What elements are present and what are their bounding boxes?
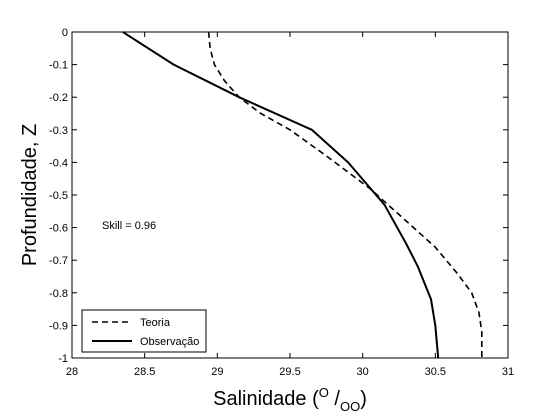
x-tick-label: 29.5: [279, 366, 300, 378]
series-line-observacao: [122, 31, 440, 359]
x-axis-ticks: 28 28.5 29 29.5 30 30.5 31: [66, 32, 514, 378]
plot-area: [71, 31, 509, 359]
x-axis-title: Salinidade (O /OO): [213, 385, 367, 414]
x-tick-label: 29: [211, 366, 223, 378]
y-tick-label: 0: [62, 27, 68, 39]
skill-annotation: Skill = 0.96: [102, 220, 156, 232]
y-tick-label: -0.3: [49, 125, 68, 137]
legend-label-teoria: Teoria: [140, 317, 171, 329]
x-axis-title-close: ): [360, 388, 367, 410]
x-axis-title-sub: OO: [340, 399, 360, 414]
y-tick-label: -0.2: [49, 92, 68, 104]
x-tick-label: 28: [66, 366, 78, 378]
series-line-teoria: [207, 31, 483, 358]
y-axis-title: Profundidade, Z: [19, 124, 41, 266]
x-axis-title-slash: /: [329, 388, 341, 410]
x-tick-label: 31: [502, 366, 514, 378]
legend-box: [81, 309, 207, 353]
y-tick-label: -0.7: [49, 255, 68, 267]
y-tick-label: -1: [58, 353, 68, 365]
y-tick-label: -0.8: [49, 288, 68, 300]
x-axis-title-main: Salinidade (: [213, 388, 319, 410]
legend-label-observacao: Observação: [140, 336, 199, 348]
y-tick-label: -0.5: [49, 190, 68, 202]
y-tick-label: -0.1: [49, 60, 68, 72]
y-tick-label: -0.4: [49, 157, 68, 169]
legend: Teoria Observação: [81, 309, 207, 353]
x-axis-title-sup: O: [319, 385, 329, 400]
x-tick-label: 30.5: [425, 366, 446, 378]
series-layer: [122, 31, 483, 359]
x-tick-label: 30: [357, 366, 369, 378]
y-tick-label: -0.9: [49, 320, 68, 332]
y-tick-label: -0.6: [49, 223, 68, 235]
y-axis-ticks: 0 -0.1 -0.2 -0.3 -0.4 -0.5 -0.6 -0.7 -0.8 -0.9 -1: [49, 27, 508, 365]
x-tick-label: 28.5: [134, 366, 155, 378]
